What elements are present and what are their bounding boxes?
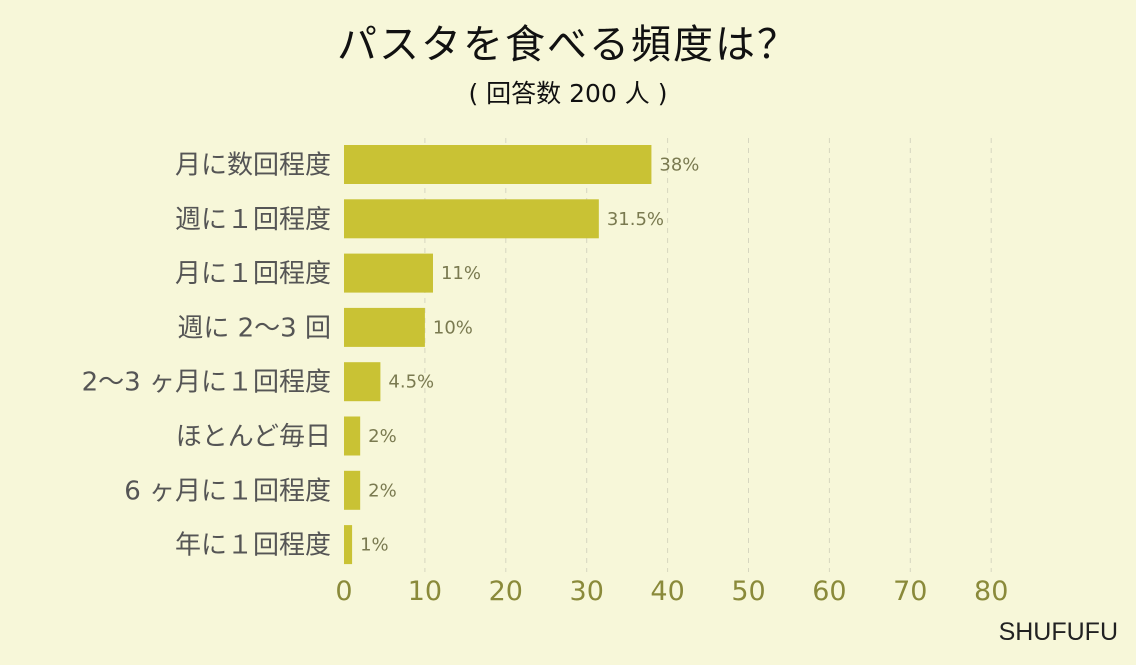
value-label: 11% — [441, 263, 481, 284]
bars — [344, 145, 652, 565]
category-label: 月に１回程度 — [175, 259, 331, 289]
bar — [344, 307, 425, 347]
x-tick-label: 50 — [731, 576, 765, 607]
value-label: 10% — [433, 317, 473, 338]
bar — [344, 416, 361, 456]
bar — [344, 145, 652, 184]
value-label: 2% — [368, 480, 397, 501]
x-tick-label: 80 — [974, 576, 1008, 607]
value-label: 31.5% — [607, 209, 664, 230]
x-tick-label: 0 — [335, 576, 352, 607]
bar — [344, 253, 433, 293]
category-label: 年に１回程度 — [175, 531, 331, 561]
x-tick-label: 10 — [408, 576, 442, 607]
x-tick-label: 20 — [489, 576, 523, 607]
value-label: 2% — [368, 426, 397, 447]
x-tick-label: 30 — [570, 576, 604, 607]
category-label: 2～3 ヶ月に１回程度 — [82, 368, 331, 398]
watermark: SHUFUFU — [998, 618, 1118, 646]
value-label: 4.5% — [388, 372, 434, 393]
category-label: 月に数回程度 — [175, 151, 331, 181]
bar — [344, 199, 599, 239]
bar — [344, 525, 353, 565]
category-label: 週に１回程度 — [175, 205, 331, 235]
chart-subtitle: ( 回答数 200 人 ) — [468, 79, 668, 108]
chart-title: パスタを食べる頻度は？ — [337, 22, 799, 68]
value-label: 1% — [360, 535, 389, 556]
bar — [344, 362, 381, 402]
x-tick-label: 40 — [650, 576, 684, 607]
x-tick-label: 70 — [893, 576, 927, 607]
category-label: 6 ヶ月に１回程度 — [124, 476, 331, 506]
value-label: 38% — [659, 155, 699, 176]
category-label: 週に 2～3 回 — [177, 313, 331, 343]
value-labels: 38% 31.5% 11% 10% 4.5% 2% 2% 1% — [360, 155, 699, 556]
x-tick-labels: 0 10 20 30 40 50 60 70 80 — [335, 576, 1008, 607]
x-tick-label: 60 — [812, 576, 846, 607]
bar — [344, 470, 361, 510]
category-label: ほとんど毎日 — [176, 422, 331, 452]
